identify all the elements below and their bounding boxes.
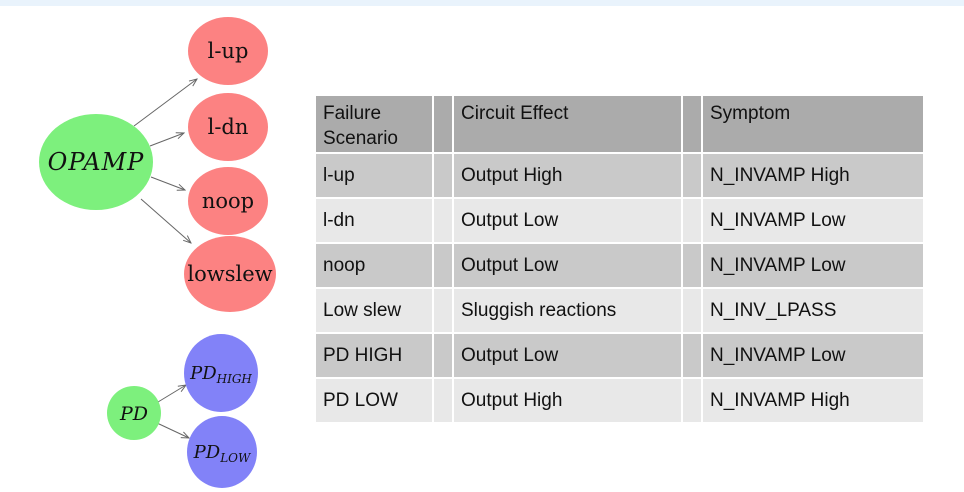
node-pd-low-shape: [187, 416, 257, 488]
cell-symptom: N_INV_LPASS: [703, 289, 923, 332]
cell-symptom: N_INVAMP Low: [703, 199, 923, 242]
node-lowslew: lowslew: [184, 236, 276, 312]
cell-effect: Output High: [454, 154, 681, 197]
cell-effect: Output Low: [454, 244, 681, 287]
cell-spacer: [434, 199, 452, 242]
node-l-dn-label: l-dn: [208, 115, 249, 139]
node-opamp: OPAMP: [39, 114, 153, 210]
node-pd-low-label: PDLOW: [193, 442, 252, 465]
node-l-dn-shape: [188, 93, 268, 161]
node-l-up: l-up: [188, 17, 268, 85]
edge-opamp-lowslew: [140, 198, 191, 243]
node-opamp-shape: [39, 114, 153, 210]
node-pd-label: PD: [119, 403, 148, 425]
cell-scenario: PD LOW: [316, 379, 432, 422]
failure-scenario-table: Failure Scenario Circuit Effect Symptom …: [314, 94, 925, 424]
table-row: PD LOW Output High N_INVAMP High: [316, 379, 923, 422]
header-symptom: Symptom: [703, 96, 923, 152]
cell-spacer: [683, 154, 701, 197]
node-opamp-label: OPAMP: [48, 148, 145, 176]
table-row: l-dn Output Low N_INVAMP Low: [316, 199, 923, 242]
table-row: Low slew Sluggish reactions N_INV_LPASS: [316, 289, 923, 332]
node-l-dn: l-dn: [188, 93, 268, 161]
cell-symptom: N_INVAMP Low: [703, 334, 923, 377]
edge-pd-pdlow: [156, 422, 189, 438]
node-lowslew-label: lowslew: [187, 262, 272, 286]
cell-spacer: [434, 289, 452, 332]
node-l-up-label: l-up: [208, 39, 249, 63]
cell-symptom: N_INVAMP High: [703, 154, 923, 197]
cell-spacer: [683, 379, 701, 422]
top-accent-bar: [0, 0, 964, 6]
edge-opamp-ldn: [149, 133, 184, 147]
cell-scenario: Low slew: [316, 289, 432, 332]
cell-scenario: l-up: [316, 154, 432, 197]
edge-opamp-lup: [133, 79, 197, 127]
table-row: PD HIGH Output Low N_INVAMP Low: [316, 334, 923, 377]
node-lowslew-shape: [184, 236, 276, 312]
node-pd-shape: [107, 386, 161, 440]
cell-spacer: [434, 244, 452, 287]
edge-opamp-noop: [150, 176, 185, 190]
cell-spacer: [683, 199, 701, 242]
cell-symptom: N_INVAMP High: [703, 379, 923, 422]
node-noop: noop: [188, 167, 268, 235]
node-pd-low: PDLOW: [187, 416, 257, 488]
node-pd-high-label: PDHIGH: [189, 363, 252, 386]
cell-spacer: [434, 154, 452, 197]
cell-effect: Output Low: [454, 199, 681, 242]
cell-scenario: l-dn: [316, 199, 432, 242]
table-row: l-up Output High N_INVAMP High: [316, 154, 923, 197]
table-row: noop Output Low N_INVAMP Low: [316, 244, 923, 287]
node-l-up-shape: [188, 17, 268, 85]
node-pd: PD: [107, 386, 161, 440]
node-noop-shape: [188, 167, 268, 235]
edge-pd-pdhigh: [157, 385, 186, 403]
cell-symptom: N_INVAMP Low: [703, 244, 923, 287]
node-pd-high-shape: [184, 334, 258, 412]
cell-scenario: noop: [316, 244, 432, 287]
header-circuit-effect: Circuit Effect: [454, 96, 681, 152]
header-spacer-1: [434, 96, 452, 152]
cell-effect: Sluggish reactions: [454, 289, 681, 332]
cell-spacer: [683, 244, 701, 287]
cell-effect: Output Low: [454, 334, 681, 377]
cell-spacer: [434, 334, 452, 377]
table-header-row: Failure Scenario Circuit Effect Symptom: [316, 96, 923, 152]
cell-scenario: PD HIGH: [316, 334, 432, 377]
fault-tree-diagram: OPAMP l-up l-dn noop lowslew PD PDHIGH: [39, 17, 276, 488]
header-spacer-2: [683, 96, 701, 152]
cell-spacer: [434, 379, 452, 422]
node-noop-label: noop: [202, 189, 254, 213]
header-failure-scenario: Failure Scenario: [316, 96, 432, 152]
cell-effect: Output High: [454, 379, 681, 422]
diagram-edges: [133, 79, 197, 438]
node-pd-high: PDHIGH: [184, 334, 258, 412]
cell-spacer: [683, 289, 701, 332]
cell-spacer: [683, 334, 701, 377]
